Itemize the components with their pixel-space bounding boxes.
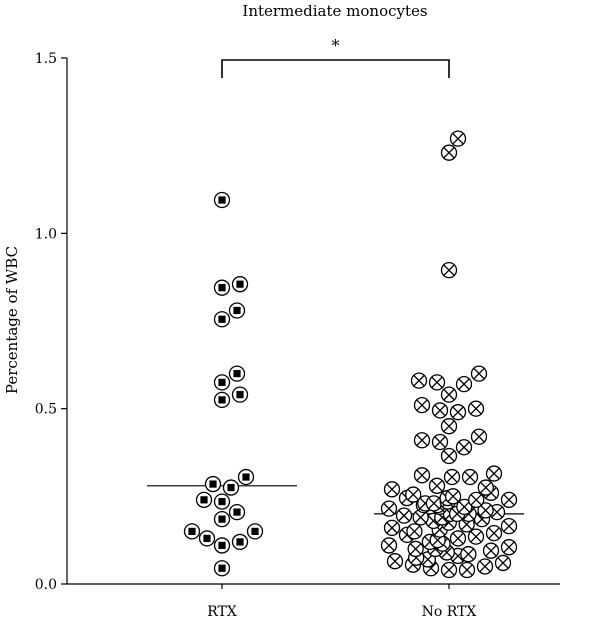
rtx-point <box>215 494 230 509</box>
rtx-point <box>215 375 230 390</box>
no-rtx-point <box>487 466 502 481</box>
no-rtx-point <box>442 562 457 577</box>
rtx-point <box>239 470 254 485</box>
no-rtx-point <box>430 375 445 390</box>
no-rtx-point <box>385 520 400 535</box>
no-rtx-point <box>496 555 511 570</box>
rtx-point <box>215 280 230 295</box>
no-rtx-point <box>472 429 487 444</box>
no-rtx-point <box>502 540 517 555</box>
no-rtx-point <box>451 405 466 420</box>
no-rtx-point <box>445 470 460 485</box>
no-rtx-point <box>412 373 427 388</box>
rtx-point <box>215 561 230 576</box>
rtx-point <box>233 387 248 402</box>
no-rtx-point <box>484 543 499 558</box>
no-rtx-point <box>451 531 466 546</box>
rtx-point <box>230 303 245 318</box>
no-rtx-point <box>385 482 400 497</box>
significance-star: * <box>332 36 340 55</box>
rtx-point <box>215 312 230 327</box>
rtx-point <box>185 524 200 539</box>
no-rtx-point <box>408 541 423 556</box>
rtx-point <box>230 366 245 381</box>
chart-title: Intermediate monocytes <box>242 2 427 20</box>
y-ticks: 0.0 0.5 1.0 1.5 <box>35 51 67 593</box>
rtx-point <box>206 477 221 492</box>
no-rtx-point <box>388 554 403 569</box>
y-tick-label: 1.0 <box>35 226 57 242</box>
rtx-point <box>215 512 230 527</box>
no-rtx-point <box>442 419 457 434</box>
no-rtx-point <box>478 480 493 495</box>
rtx-point <box>224 480 239 495</box>
no-rtx-point <box>397 508 412 523</box>
no-rtx-point <box>415 398 430 413</box>
no-rtx-point <box>461 547 476 562</box>
rtx-point <box>248 524 263 539</box>
no-rtx-point <box>415 468 430 483</box>
no-rtx-point <box>415 433 430 448</box>
no-rtx-point <box>460 562 475 577</box>
rtx-point <box>215 392 230 407</box>
x-tick-label: RTX <box>207 604 237 620</box>
no-rtx-point <box>446 489 461 504</box>
no-rtx-point <box>426 496 441 511</box>
no-rtx-point <box>407 524 422 539</box>
significance-annotation: * <box>222 36 449 78</box>
x-ticks: RTX No RTX <box>207 584 476 620</box>
y-tick-label: 1.5 <box>35 51 57 67</box>
no-rtx-point <box>478 559 493 574</box>
no-rtx-point <box>442 145 457 160</box>
y-tick-label: 0.5 <box>35 402 57 418</box>
y-axis-label: Percentage of WBC <box>3 246 21 394</box>
no-rtx-point <box>469 492 484 507</box>
rtx-point <box>200 531 215 546</box>
significance-bracket <box>222 60 449 78</box>
no-rtx-point <box>502 519 517 534</box>
rtx-point <box>233 277 248 292</box>
no-rtx-point <box>442 263 457 278</box>
no-rtx-point <box>457 377 472 392</box>
rtx-point <box>197 492 212 507</box>
rtx-point <box>215 538 230 553</box>
y-tick-label: 0.0 <box>35 577 57 593</box>
no-rtx-point <box>451 131 466 146</box>
rtx-point <box>230 505 245 520</box>
rtx-point <box>233 534 248 549</box>
no-rtx-point <box>442 449 457 464</box>
no-rtx-point <box>487 526 502 541</box>
no-rtx-point <box>430 478 445 493</box>
no-rtx-point <box>472 366 487 381</box>
no-rtx-point <box>457 440 472 455</box>
no-rtx-point <box>502 492 517 507</box>
no-rtx-point <box>406 487 421 502</box>
no-rtx-point <box>433 434 448 449</box>
no-rtx-point <box>433 403 448 418</box>
no-rtx-point <box>469 401 484 416</box>
no-rtx-point <box>463 470 478 485</box>
rtx-point <box>215 193 230 208</box>
x-tick-label: No RTX <box>422 604 477 620</box>
no-rtx-point <box>382 501 397 516</box>
no-rtx-point <box>442 387 457 402</box>
no-rtx-point <box>382 538 397 553</box>
data-points <box>185 131 517 577</box>
